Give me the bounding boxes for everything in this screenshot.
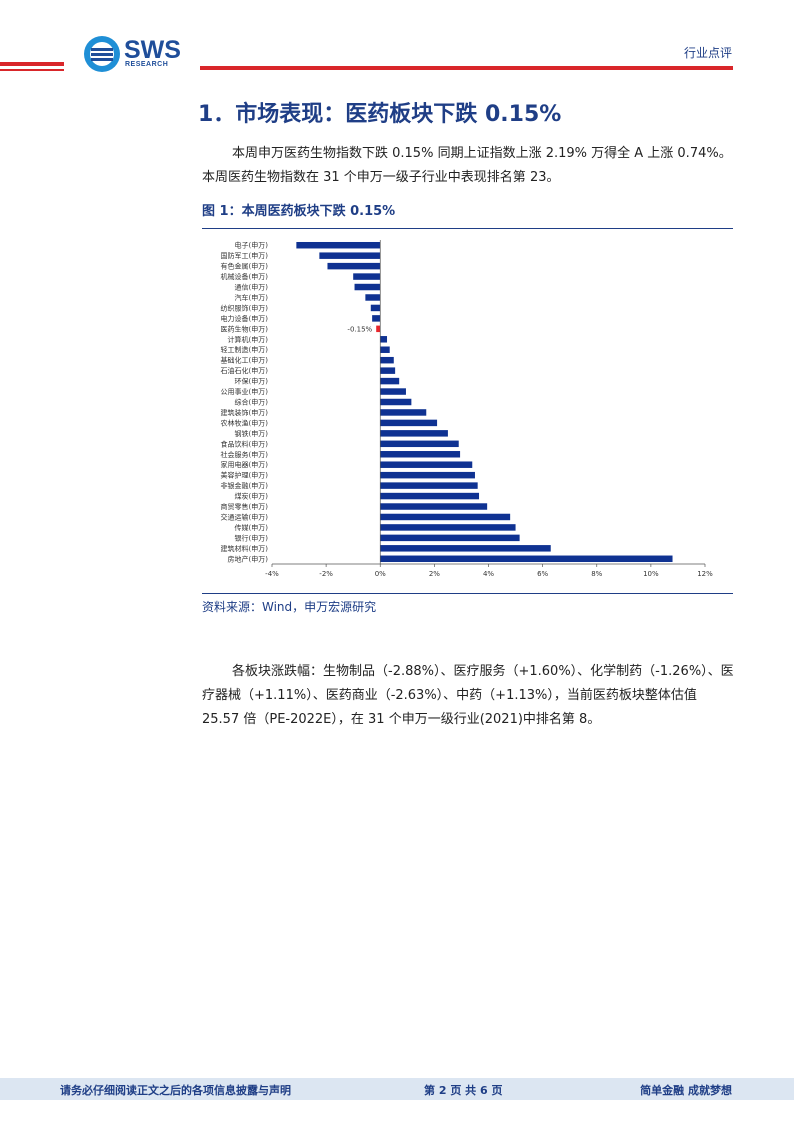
chart-bar <box>372 315 381 322</box>
chart-bar <box>365 294 381 301</box>
header-rule-left-thin <box>0 69 64 71</box>
chart-category-label: 传媒(申万) <box>235 523 269 532</box>
chart-bar <box>380 346 390 353</box>
chart-x-tick-label: -2% <box>319 570 333 578</box>
chart-category-label: 钢铁(申万) <box>235 429 269 438</box>
chart-bar <box>376 325 381 333</box>
chart-bar <box>380 451 461 458</box>
chart-bar <box>380 513 511 521</box>
chart-x-tick-label: 12% <box>697 570 713 578</box>
chart-category-label: 煤炭(申万) <box>235 492 269 501</box>
chart-category-label: 石油石化(申万) <box>221 366 269 375</box>
figure-source: 资料来源：Wind，申万宏源研究 <box>202 600 377 614</box>
figure-title: 图 1：本周医药板块下跌 0.15% <box>202 204 396 219</box>
chart-category-label: 商贸零售(申万) <box>221 502 269 511</box>
analysis-paragraph: 各板块涨跌幅：生物制品（-2.88%）、医疗服务（+1.60%）、化学制药（-1… <box>202 664 734 727</box>
chart-category-label: 国防军工(申万) <box>221 251 269 260</box>
chart-x-tick-label: 2% <box>429 570 440 578</box>
header-rule-right <box>200 66 733 70</box>
chart-category-label: 银行(申万) <box>235 533 269 542</box>
chart-bar <box>380 388 406 395</box>
chart-bar <box>380 367 396 374</box>
chart-bar <box>380 440 459 448</box>
footer-slogan: 简单金融 成就梦想 <box>640 1084 732 1097</box>
chart-x-tick-label: 8% <box>591 570 602 578</box>
chart-bar <box>353 273 381 280</box>
sws-logo: SWS RESEARCH <box>82 34 192 74</box>
chart-category-label: 汽车(申万) <box>235 293 269 302</box>
chart-category-label: 基础化工(申万) <box>221 356 269 365</box>
header-rule-left <box>0 62 64 66</box>
chart-category-label: 农林牧渔(申万) <box>221 418 269 427</box>
chart-bar <box>380 503 488 510</box>
chart-x-tick-label: 6% <box>537 570 548 578</box>
chart-bar <box>380 534 520 542</box>
chart-bar <box>380 471 475 479</box>
chart-category-label: 电力设备(申万) <box>221 314 269 323</box>
chart-bar <box>370 304 381 312</box>
logo-subtext: RESEARCH <box>125 61 169 68</box>
chart-x-tick-label: -4% <box>265 570 279 578</box>
chart-category-label: 家用电器(申万) <box>221 460 269 469</box>
chart-category-label: 交通运输(申万) <box>221 512 269 521</box>
chart-category-label: 非银金融(申万) <box>221 481 269 490</box>
footer-disclaimer: 请务必仔细阅读正文之后的各项信息披露与声明 <box>60 1084 291 1097</box>
chart-bar <box>380 398 412 406</box>
chart-category-label: 计算机(申万) <box>228 335 269 344</box>
chart-category-label: 建筑装饰(申万) <box>221 408 269 417</box>
chart-bar <box>296 241 381 249</box>
chart-x-tick-label: 10% <box>643 570 659 578</box>
chart-category-label: 有色金属(申万) <box>221 262 269 271</box>
chart-bar <box>327 262 381 270</box>
chart-category-label: 环保(申万) <box>235 377 269 386</box>
chart-bar <box>380 524 516 531</box>
chart-category-label: 机械设备(申万) <box>221 272 269 281</box>
chart-bar <box>380 430 448 437</box>
chart-bar <box>380 377 400 385</box>
figure-top-rule <box>202 228 733 229</box>
chart-bar <box>380 409 427 416</box>
chart-category-label: 纺织服饰(申万) <box>221 303 269 312</box>
industry-bar-chart: 电子(申万)国防军工(申万) 有色金属(申万)机械设备(申万) 通信(申万)汽车(申… <box>221 240 713 578</box>
chart-bar <box>380 555 673 563</box>
chart-data-label: -0.15% <box>347 325 372 333</box>
section-heading: 1．市场表现：医药板块下跌 0.15% <box>198 102 562 127</box>
figure-bottom-rule <box>202 593 733 594</box>
chart-category-label: 公用事业(申万) <box>221 387 269 396</box>
sws-logo-icon <box>84 36 120 72</box>
chart-bar <box>380 419 438 427</box>
chart-bar <box>380 482 478 489</box>
chart-category-label: 社会服务(申万) <box>221 450 269 459</box>
intro-paragraph: 本周申万医药生物指数下跌 0.15% 同期上证指数上涨 2.19% 万得全 A … <box>202 146 732 185</box>
chart-category-label: 美容护理(申万) <box>221 471 269 480</box>
footer-page-number: 第 2 页 共 6 页 <box>424 1084 503 1097</box>
logo-text: SWS <box>124 36 181 64</box>
chart-bar <box>354 283 381 291</box>
chart-bar <box>380 461 473 468</box>
chart-x-tick-label: 0% <box>375 570 386 578</box>
chart-bar <box>319 252 381 259</box>
chart-category-label: 医药生物(申万) <box>221 324 269 333</box>
chart-category-label: 综合(申万) <box>235 398 269 407</box>
chart-category-label: 房地产(申万) <box>228 554 269 563</box>
chart-category-label: 电子(申万) <box>235 241 269 250</box>
report-type-tag: 行业点评 <box>683 46 732 60</box>
chart-category-label: 轻工制造(申万) <box>221 345 269 354</box>
chart-bar <box>380 545 551 552</box>
chart-bar <box>380 356 394 364</box>
page-footer: 请务必仔细阅读正文之后的各项信息披露与声明 第 2 页 共 6 页 简单金融 成… <box>0 1078 794 1100</box>
chart-bar <box>380 336 388 343</box>
chart-bar <box>380 492 480 500</box>
chart-category-label: 食品饮料(申万) <box>221 439 269 448</box>
chart-category-label: 通信(申万) <box>235 283 269 292</box>
chart-x-tick-label: 4% <box>483 570 494 578</box>
chart-category-label: 建筑材料(申万) <box>221 544 269 553</box>
